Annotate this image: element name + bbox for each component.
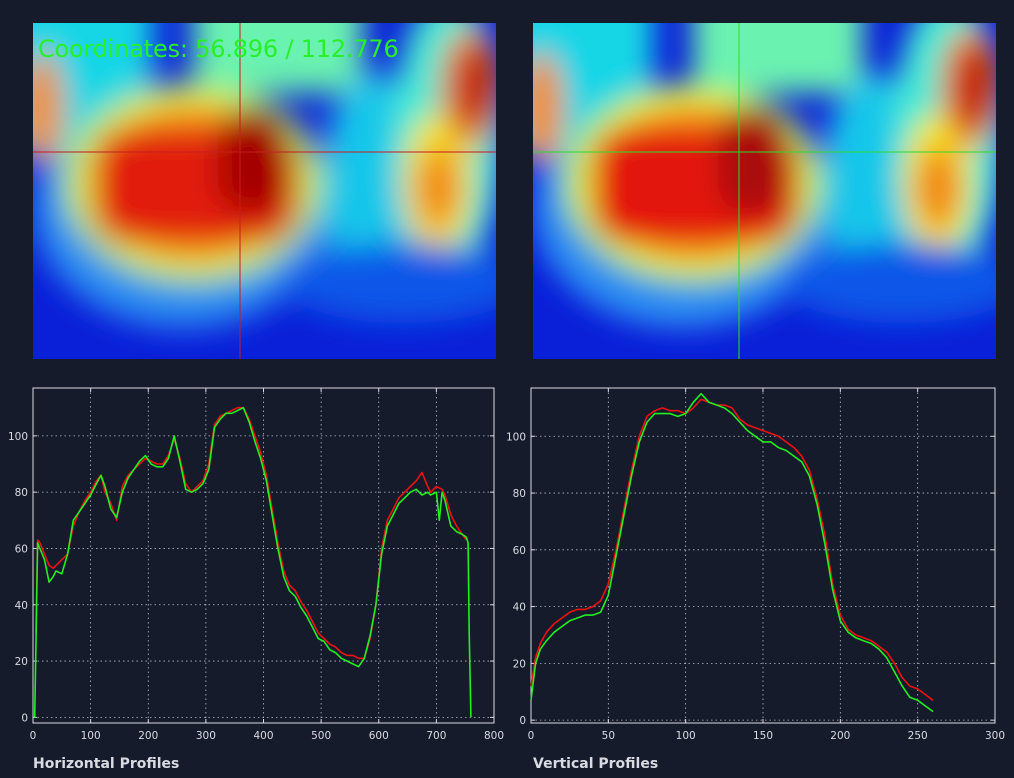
horizontal-profiles-y-tick-label: 0 xyxy=(21,712,28,724)
vertical-profiles-y-tick-label: 80 xyxy=(513,488,526,500)
vertical-profiles-x-tick-label: 150 xyxy=(753,730,773,742)
heatmap-image-right[interactable] xyxy=(533,23,996,359)
horizontal-profiles-title: Horizontal Profiles xyxy=(33,756,180,772)
horizontal-profiles-y-tick-label: 40 xyxy=(15,600,28,612)
horizontal-profiles-x-tick-label: 0 xyxy=(30,730,37,742)
vertical-profiles-title: Vertical Profiles xyxy=(533,756,659,772)
vertical-profiles-y-tick-label: 0 xyxy=(519,715,526,727)
horizontal-profiles-x-tick-label: 800 xyxy=(484,730,504,742)
vertical-profiles-y-tick-label: 60 xyxy=(513,545,526,557)
vertical-profiles-x-tick-label: 0 xyxy=(528,730,535,742)
horizontal-profiles-x-tick-label: 400 xyxy=(253,730,273,742)
heatmap-left[interactable]: Coordinates: 56.896 / 112.776 xyxy=(33,23,496,359)
vertical-profiles-series-red xyxy=(530,398,934,701)
vertical-profiles-panel: 0 50 100 150 200 250 300 0 20 40 60 80 100 Vertical … xyxy=(505,380,1014,778)
vertical-profiles-series-green xyxy=(530,392,934,713)
horizontal-profiles-series-red xyxy=(35,406,467,660)
horizontal-profiles-x-tick-label: 500 xyxy=(311,730,331,742)
horizontal-profiles-y-tick-label: 60 xyxy=(15,543,28,555)
heatmap-right[interactable] xyxy=(533,23,996,359)
horizontal-profiles-x-tick-label: 700 xyxy=(426,730,446,742)
horizontal-profiles-chart[interactable]: 0 100 200 300 400 500 600 700 800 0 20 40 60 80 100 xyxy=(0,380,505,778)
vertical-profiles-y-tick-label: 100 xyxy=(506,431,526,443)
vertical-profiles-chart[interactable]: 0 50 100 150 200 250 300 0 20 40 60 80 100 xyxy=(505,380,1014,778)
heatmap-image-left[interactable] xyxy=(33,23,496,359)
vertical-profiles-y-tick-label: 20 xyxy=(513,658,526,670)
horizontal-profiles-x-tick-label: 200 xyxy=(138,730,158,742)
vertical-profiles-x-tick-label: 100 xyxy=(676,730,696,742)
horizontal-profiles-y-tick-label: 80 xyxy=(15,487,28,499)
vertical-profiles-x-tick-label: 200 xyxy=(830,730,850,742)
vertical-profiles-x-tick-label: 300 xyxy=(985,730,1005,742)
horizontal-profiles-x-tick-label: 300 xyxy=(196,730,216,742)
horizontal-profiles-x-tick-label: 600 xyxy=(369,730,389,742)
vertical-profiles-x-tick-label: 50 xyxy=(602,730,615,742)
vertical-profiles-y-tick-label: 40 xyxy=(513,602,526,614)
horizontal-profiles-gridlines xyxy=(33,388,494,723)
horizontal-profiles-x-tick-label: 100 xyxy=(81,730,101,742)
horizontal-profiles-series-green xyxy=(33,406,472,718)
vertical-profiles-x-tick-label: 250 xyxy=(908,730,928,742)
coordinates-readout: Coordinates: 56.896 / 112.776 xyxy=(38,35,399,63)
horizontal-profiles-y-tick-label: 20 xyxy=(15,656,28,668)
horizontal-profiles-panel: 0 100 200 300 400 500 600 700 800 0 20 40 60 80 100 Ho… xyxy=(0,380,505,778)
horizontal-profiles-y-tick-label: 100 xyxy=(8,431,28,443)
vertical-profiles-gridlines xyxy=(531,388,995,723)
